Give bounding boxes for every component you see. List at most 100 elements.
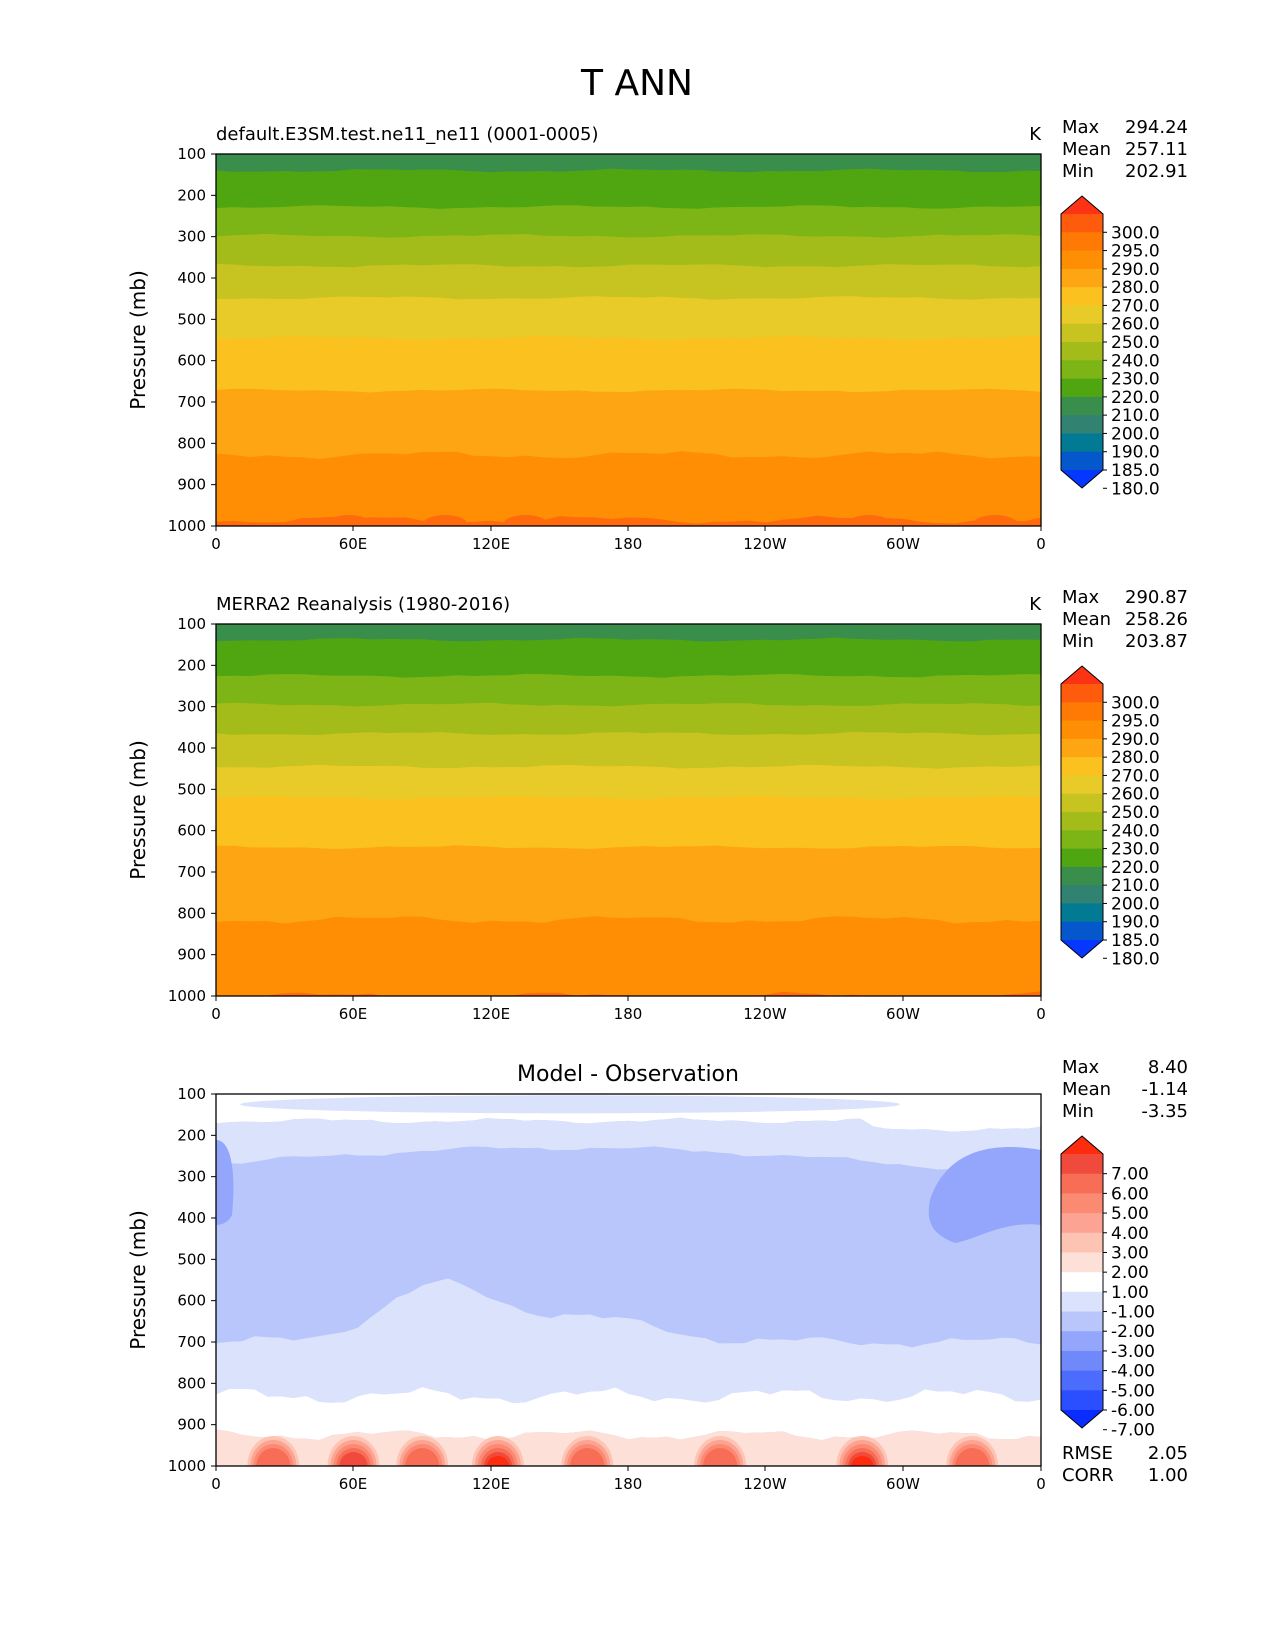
colorbar-label: 230.0 — [1111, 370, 1160, 390]
colorbar-swatch — [1061, 684, 1103, 703]
colorbar-label: 250.0 — [1111, 333, 1160, 353]
y-tick-label: 500 — [177, 310, 206, 328]
colorbar-label: 210.0 — [1111, 876, 1160, 896]
colorbar-swatch — [1061, 360, 1103, 380]
colorbar-label: 260.0 — [1111, 785, 1160, 805]
y-tick-label: 900 — [177, 1416, 206, 1434]
colorbar-label: 200.0 — [1111, 894, 1160, 914]
colorbar-swatch — [1061, 214, 1103, 233]
x-tick-label: 120W — [743, 1475, 787, 1493]
colorbar-observation: 300.0295.0290.0280.0270.0260.0250.0240.0… — [1060, 665, 1160, 969]
colorbar-label: -2.00 — [1111, 1322, 1155, 1342]
colorbar-extend-max — [1061, 196, 1103, 214]
colorbar-swatch — [1061, 812, 1103, 831]
stat-label: Mean — [1062, 1079, 1111, 1100]
colorbar-label: 200.0 — [1111, 424, 1160, 444]
colorbar-label: 290.0 — [1111, 260, 1160, 280]
y-tick-label: 400 — [177, 1209, 206, 1227]
contour-band-200 — [216, 624, 1041, 642]
colorbar-swatch — [1061, 433, 1103, 453]
stat-value: -1.14 — [1141, 1079, 1188, 1100]
y-tick-label: 200 — [177, 1126, 206, 1144]
x-tick-label: 0 — [211, 1475, 221, 1493]
colorbar-swatch — [1061, 1350, 1103, 1372]
colorbar-swatch — [1061, 775, 1103, 795]
colorbar-label: -6.00 — [1111, 1401, 1155, 1421]
y-tick-label: 300 — [177, 228, 206, 246]
colorbar-label: 3.00 — [1111, 1243, 1149, 1263]
colorbar-swatch — [1061, 305, 1103, 325]
y-tick-label: 100 — [177, 615, 206, 633]
panel-model: default.E3SM.test.ne11_ne11 (0001-0005) … — [126, 117, 1188, 553]
colorbar-label: 180.0 — [1111, 949, 1160, 969]
y-axis-label-difference: Pressure (mb) — [126, 1210, 150, 1350]
x-tick-label: 60E — [339, 535, 368, 553]
y-tick-label: 600 — [177, 1292, 206, 1310]
stats-difference: Max 8.40 Mean -1.14 Min -3.35 — [1062, 1057, 1188, 1122]
stat-label: Mean — [1062, 609, 1111, 630]
panel-title-difference: Model - Observation — [517, 1062, 739, 1087]
colorbar-swatch — [1061, 1232, 1103, 1253]
y-tick-label: 900 — [177, 946, 206, 964]
colorbar-swatch — [1061, 1193, 1103, 1214]
units-label-observation: K — [1029, 594, 1042, 615]
y-tick-label: 100 — [177, 1085, 206, 1103]
figure-title: T ANN — [580, 63, 693, 104]
x-tick-label: 0 — [1036, 1005, 1046, 1023]
diff-region-lower-light — [216, 1278, 1041, 1403]
contour-band-200 — [216, 154, 1041, 173]
y-tick-label: 200 — [177, 186, 206, 204]
colorbar-swatch — [1061, 1291, 1103, 1313]
y-tick-label: 800 — [177, 434, 206, 452]
x-axis-difference: 0 60E 120E 180 120W 60W 0 — [211, 1466, 1046, 1493]
colorbar-swatch — [1061, 903, 1103, 923]
colorbar-label: -7.00 — [1111, 1421, 1155, 1441]
panel-difference: Model - Observation 100 200 300 400 500 600 70… — [126, 1057, 1188, 1493]
x-tick-label: 180 — [614, 1005, 643, 1023]
y-axis-model: 100 200 300 400 500 600 700 800 900 1000 — [168, 145, 216, 535]
colorbar-swatch — [1061, 250, 1103, 270]
x-tick-label: 120E — [472, 535, 510, 553]
stat-label: Min — [1062, 631, 1094, 652]
stat-label: Max — [1062, 1057, 1100, 1078]
stat-label: RMSE — [1062, 1443, 1113, 1464]
diff-warm-peak — [256, 1448, 291, 1466]
colorbar-swatch — [1061, 1173, 1103, 1194]
colorbar-swatch — [1061, 1154, 1103, 1175]
colorbar-label: 240.0 — [1111, 821, 1160, 841]
y-tick-label: 500 — [177, 1250, 206, 1268]
colorbar-swatch — [1061, 323, 1103, 343]
colorbar-label: 220.0 — [1111, 388, 1160, 408]
stat-value: -3.35 — [1141, 1101, 1188, 1122]
x-tick-label: 0 — [1036, 1475, 1046, 1493]
colorbar-label: -4.00 — [1111, 1362, 1155, 1382]
colorbar-label: 300.0 — [1111, 223, 1160, 243]
colorbar-extend-max — [1061, 1136, 1103, 1154]
stat-value: 8.40 — [1148, 1057, 1188, 1078]
stat-label: Min — [1062, 1101, 1094, 1122]
y-tick-label: 400 — [177, 269, 206, 287]
diff-warm-peak — [851, 1456, 874, 1466]
x-tick-label: 0 — [1036, 535, 1046, 553]
colorbar-label: 210.0 — [1111, 406, 1160, 426]
colorbar-label: -3.00 — [1111, 1342, 1155, 1362]
diff-warm-peak — [405, 1448, 440, 1466]
warm-patch — [326, 515, 371, 526]
colorbar-swatch — [1061, 720, 1103, 740]
colorbar-label: 270.0 — [1111, 296, 1160, 316]
plot-area-observation — [216, 624, 1041, 996]
diff-warm-peak — [339, 1452, 368, 1466]
stats-model: Max 294.24 Mean 257.11 Min 202.91 — [1062, 117, 1188, 182]
colorbar-label: 290.0 — [1111, 730, 1160, 750]
colorbar-label: 5.00 — [1111, 1204, 1149, 1224]
stat-label: Mean — [1062, 139, 1111, 160]
x-tick-label: 120E — [472, 1475, 510, 1493]
colorbar-swatch — [1061, 1252, 1103, 1273]
warm-patch — [503, 515, 548, 526]
x-tick-label: 0 — [211, 1005, 221, 1023]
y-tick-label: 900 — [177, 476, 206, 494]
colorbar-label: 280.0 — [1111, 748, 1160, 768]
plot-area-model — [216, 154, 1041, 526]
y-tick-label: 100 — [177, 145, 206, 163]
